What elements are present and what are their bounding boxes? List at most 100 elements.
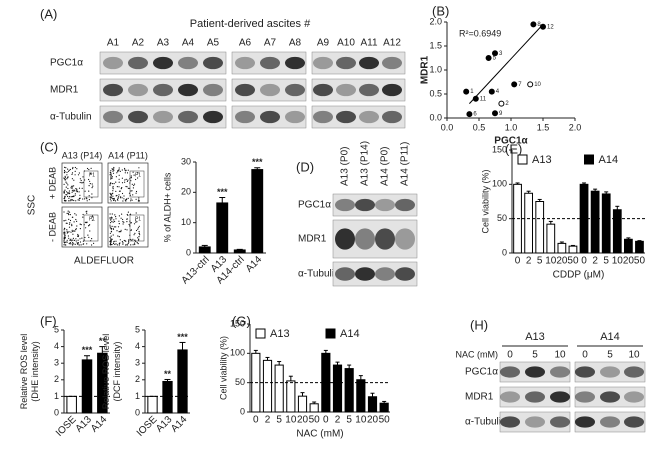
flow-dot — [120, 217, 122, 219]
flow-dot — [72, 168, 74, 170]
flow-dot — [131, 199, 133, 201]
flow-dot — [109, 244, 111, 246]
flow-dot — [112, 195, 114, 197]
flow-dot — [66, 178, 68, 180]
x-tick-label: 10 — [355, 415, 367, 426]
flow-dot — [68, 196, 71, 198]
flow-dot — [133, 184, 135, 187]
flow-dot — [68, 243, 70, 245]
flow-dot — [132, 187, 134, 189]
panel-label: (H) — [470, 317, 488, 332]
flow-dot — [115, 243, 117, 245]
flow-dot — [117, 199, 119, 201]
blot-band — [285, 83, 305, 97]
row-label: MDR1 — [50, 85, 79, 96]
flow-dot — [90, 167, 92, 169]
x-tick-label: 5 — [346, 415, 352, 426]
flow-dot — [128, 223, 130, 226]
flow-dot — [91, 187, 93, 189]
flow-dot — [126, 180, 128, 182]
y-axis-label: Relative ROS level — [101, 334, 111, 410]
panel-label: (B) — [432, 3, 449, 18]
bar — [81, 359, 93, 414]
flow-dot — [66, 171, 68, 173]
flow-dot — [134, 232, 136, 234]
flow-dot — [112, 190, 114, 192]
flow-dot — [71, 185, 74, 187]
legend-swatch — [255, 328, 266, 339]
flow-dot — [73, 239, 76, 241]
blot-band — [375, 198, 395, 212]
flow-dot — [71, 173, 73, 175]
blot-band — [624, 416, 644, 428]
blot-band — [500, 391, 520, 403]
x-tick-label: 0 — [581, 256, 587, 267]
flow-dot — [92, 185, 94, 187]
point — [540, 23, 546, 30]
bar — [535, 201, 545, 254]
x-tick-label: 50 — [567, 256, 579, 267]
flow-dot — [77, 174, 80, 176]
flow-dot — [73, 221, 75, 223]
flow-dot — [65, 219, 67, 221]
bar — [216, 202, 229, 254]
flow-dot — [88, 195, 90, 197]
flow-dot — [66, 182, 68, 184]
flow-gate — [83, 214, 99, 242]
flow-dot — [110, 174, 112, 176]
flow-dot — [68, 200, 70, 202]
flow-dot — [122, 243, 124, 245]
flow-dot — [88, 236, 90, 238]
flow-dot — [114, 220, 116, 223]
flow-dot — [75, 188, 77, 190]
flow-dot — [66, 229, 68, 231]
flow-dot — [126, 229, 128, 231]
flow-dot — [76, 189, 78, 191]
flow-dot — [74, 174, 76, 176]
flow-dot — [116, 172, 118, 174]
flow-dot — [79, 194, 81, 196]
flow-dot — [137, 237, 139, 239]
treatment-label: NAC (mM) — [456, 349, 499, 359]
blot-band — [382, 83, 402, 97]
flow-dot — [68, 218, 70, 220]
lane-label: 5 — [532, 350, 538, 361]
blot-band — [550, 416, 570, 428]
flow-dot — [114, 214, 116, 216]
flow-dot — [112, 242, 115, 245]
flow-dot — [136, 221, 138, 223]
flow-dot — [91, 238, 93, 240]
flow-dot — [66, 212, 68, 214]
flow-dot — [71, 172, 74, 174]
blot-band — [355, 198, 375, 212]
flow-dot — [112, 234, 114, 236]
bar — [66, 395, 77, 414]
flow-dot — [126, 198, 128, 200]
flow-dot — [117, 197, 119, 199]
flow-dot — [130, 200, 132, 202]
blot-band — [313, 83, 333, 97]
flow-dot — [78, 191, 80, 193]
y-tick-label: 150 — [492, 144, 507, 154]
point-label: 12 — [547, 24, 554, 30]
flow-dot — [89, 183, 91, 185]
point — [492, 50, 498, 57]
flow-dot — [130, 190, 132, 192]
flow-dot — [63, 191, 65, 193]
blot-band — [335, 267, 355, 281]
bar — [233, 249, 246, 254]
flow-dot — [70, 185, 73, 187]
flow-dot — [116, 186, 118, 188]
row-label: MDR1 — [465, 392, 494, 403]
point-label: 6 — [473, 112, 477, 118]
flow-dot — [63, 239, 65, 241]
bar — [546, 223, 556, 254]
flow-dot — [127, 179, 129, 181]
x-tick-label: 0 — [323, 415, 329, 426]
flow-dot — [123, 221, 125, 223]
point-label: 4 — [496, 89, 500, 95]
flow-dot — [70, 240, 73, 242]
flow-dot — [110, 170, 112, 172]
flow-dot — [88, 190, 90, 192]
flow-dot — [71, 191, 73, 193]
